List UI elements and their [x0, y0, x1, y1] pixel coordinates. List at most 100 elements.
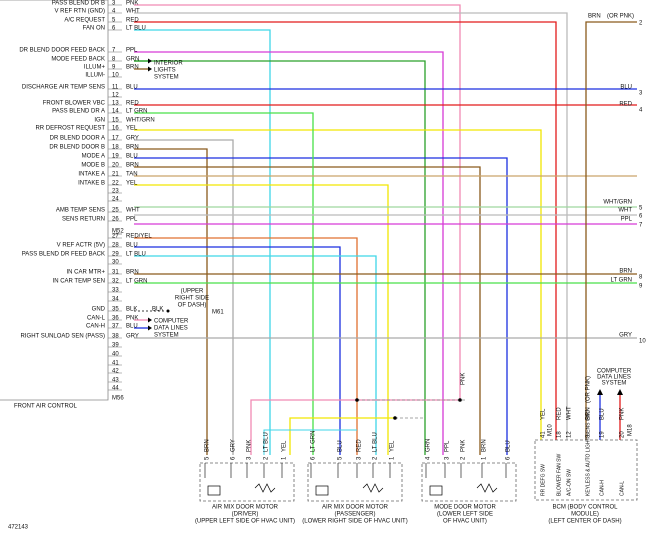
wire-color: YEL [390, 440, 396, 452]
wire-color: BRN [619, 269, 632, 275]
pin-label: IN CAR MTR+ [66, 270, 105, 276]
pin-number: 2 [264, 456, 270, 460]
wire-color: BRN [482, 439, 488, 452]
pin-label: SENS RETURN [62, 217, 105, 223]
wire-color: BRN [205, 439, 211, 452]
wire-color: YEL [126, 126, 138, 132]
wire-color: LT BLU [126, 252, 146, 258]
wire-color: BLU [126, 154, 138, 160]
wire-color: PNK [620, 408, 626, 420]
pin-number: 6 [231, 456, 237, 460]
wire [134, 129, 542, 440]
pin-number: 37 [112, 324, 119, 330]
wire [134, 255, 377, 455]
arrow [148, 325, 152, 331]
terminal-number: 3 [639, 91, 643, 97]
pin-number: 2 [373, 456, 379, 460]
pin-number: 26 [112, 217, 119, 223]
note: COMPUTER [597, 369, 632, 375]
wire [585, 21, 637, 440]
arrow [148, 58, 152, 64]
pin-label: INTAKE B [78, 181, 105, 187]
pin-label: FRONT BLOWER VBC [43, 101, 106, 107]
pin-label: PASS BLEND DR B [52, 1, 105, 7]
wire-color: LT GRN [611, 278, 632, 284]
wire-color: LT GRN [126, 109, 147, 115]
pin-number: 34 [112, 297, 119, 303]
pin-label: CAN-L [87, 316, 106, 322]
motor-location: OF HVAC UNIT) [443, 519, 487, 525]
wire-color: PPL [126, 217, 138, 223]
pin-number: 36 [112, 316, 119, 322]
pin-label: INTAKE A [78, 172, 105, 178]
wire-color: LT GRN [311, 431, 317, 452]
note: RIGHT SIDE [175, 296, 209, 302]
pin-number: 3 [357, 456, 363, 460]
motor-location: (LOWER RIGHT SIDE OF HVAC UNIT) [302, 519, 407, 525]
wire [134, 4, 461, 400]
wire-color: LT BLU [126, 26, 146, 32]
pin-label: DR BLEND DOOR B [49, 145, 105, 151]
wire-color: WHT [567, 406, 573, 420]
note: SYSTEM [154, 75, 179, 81]
pin-number: 8 [586, 434, 592, 438]
pin-number: 13 [112, 101, 119, 107]
pin-label: RR DEFG SW [540, 464, 546, 496]
wire-color: WHT/GRN [603, 200, 632, 206]
wire [134, 157, 508, 455]
pin-label: MODE B [81, 163, 105, 169]
motor-name: AIR MIX DOOR MOTOR [212, 505, 279, 511]
motor-name: MODE DOOR MOTOR [434, 505, 496, 511]
wire-color: WHT [618, 208, 632, 214]
connector-id: M52 [112, 229, 124, 235]
wire [134, 51, 444, 455]
pin-number: 19 [112, 154, 119, 160]
wire-note: (OR PNK) [607, 14, 634, 20]
resistor [476, 483, 498, 493]
terminal-number: 4 [639, 108, 643, 114]
pin-label: V REF RTN (GND) [54, 9, 105, 15]
pin-number: 14 [112, 109, 119, 115]
wire [134, 29, 271, 455]
wire [134, 246, 341, 455]
pin-label: A/C REQUEST [64, 18, 105, 24]
motor-symbol [207, 485, 221, 496]
wire-color: BLU [126, 324, 138, 330]
pin-number: 23 [112, 189, 119, 195]
wire-color: PNK [461, 440, 467, 452]
pin-number: 18 [557, 431, 563, 438]
wire-color: GRY [126, 334, 139, 340]
pin-number: 41 [112, 361, 119, 367]
splice [458, 398, 462, 402]
bcm-location: (LEFT CENTER OF DASH) [548, 519, 621, 525]
pin-number: 28 [112, 243, 119, 249]
arrow [617, 389, 623, 395]
wire-color: BRN [586, 407, 592, 420]
wire-color: PPL [621, 217, 633, 223]
pin-label: MODE A [82, 154, 105, 160]
wire-color: LT BLU [373, 432, 379, 452]
motor-location: (UPPER LEFT SIDE OF HVAC UNIT) [195, 519, 295, 525]
pin-label: A/C-ON SW [566, 469, 572, 496]
pin-number: 5 [205, 456, 211, 460]
wire-color: PNK [461, 373, 467, 385]
pin-number: 43 [112, 378, 119, 384]
pin-label: ILLUM- [85, 73, 105, 79]
figure-id: 472143 [8, 525, 29, 531]
connector-title: FRONT AIR CONTROL [14, 404, 78, 410]
pin-number: 16 [112, 126, 119, 132]
wire [134, 21, 557, 440]
wire-color: BLU [620, 85, 632, 91]
wire-note: (OR PNK) [586, 376, 592, 403]
pin-number: 9 [112, 65, 116, 71]
pin-number: 25 [112, 208, 119, 214]
pin-number: 3 [112, 1, 116, 7]
wire-color: GRN [126, 57, 139, 63]
pin-number: 6 [112, 26, 116, 32]
wire-color: GRY [619, 333, 632, 339]
pin-number: 27 [112, 234, 119, 240]
wire-color: WHT [126, 9, 140, 15]
pin-label: CAN-H [86, 324, 105, 330]
pin-number: 3 [445, 456, 451, 460]
